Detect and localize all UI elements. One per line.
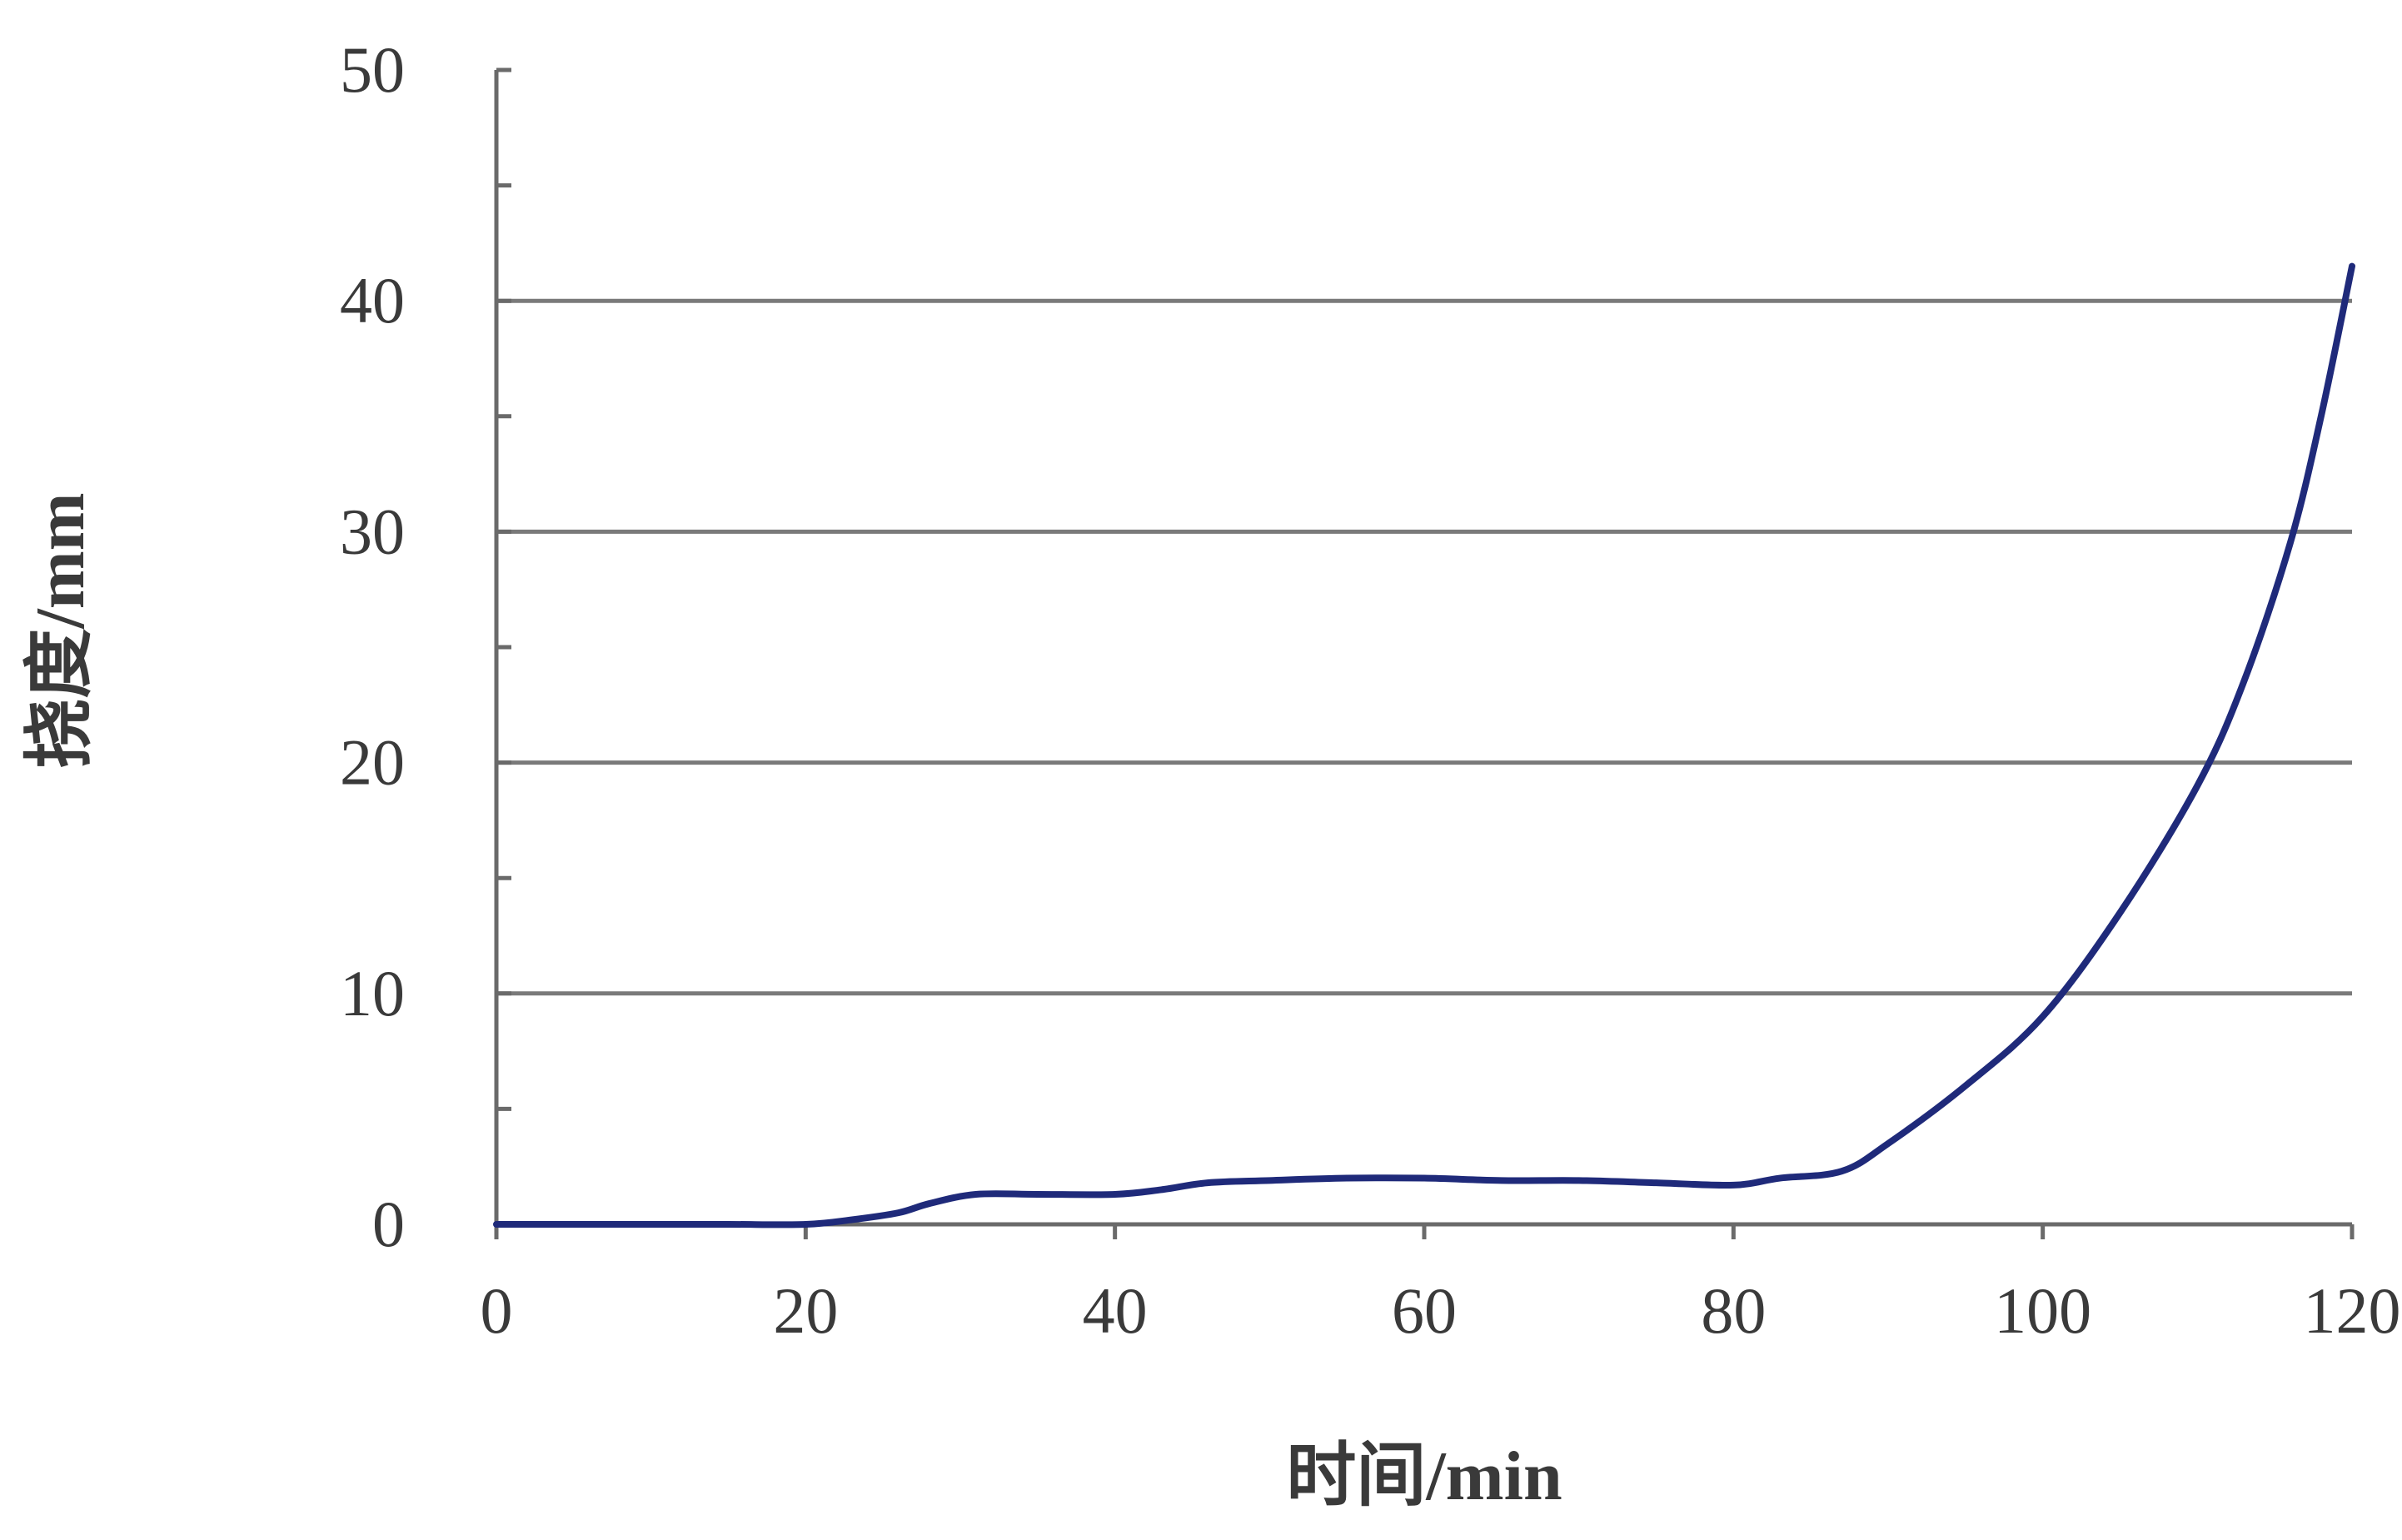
series-line-0 bbox=[493, 262, 2355, 1229]
series-layer bbox=[493, 262, 2355, 1229]
tick-labels: 0 10 20 30 40 50 0 20 40 60 80 100 120 bbox=[340, 33, 2401, 1347]
x-tick-label: 120 bbox=[2304, 1274, 2401, 1347]
y-tick-label: 30 bbox=[340, 495, 405, 567]
x-tick-label: 20 bbox=[773, 1274, 838, 1347]
y-tick-label: 20 bbox=[340, 726, 405, 799]
x-tick-label: 100 bbox=[1994, 1274, 2091, 1347]
y-tick-label: 50 bbox=[340, 33, 405, 106]
x-tick-label: 60 bbox=[1392, 1274, 1457, 1347]
y-axis-label: 挠度/mm bbox=[22, 492, 99, 768]
x-tick-label: 0 bbox=[481, 1274, 513, 1347]
axes bbox=[494, 67, 2355, 1239]
grid-layer bbox=[496, 298, 2352, 996]
y-tick-label: 10 bbox=[340, 957, 405, 1029]
x-tick-label: 80 bbox=[1701, 1274, 1766, 1347]
x-tick-label: 40 bbox=[1083, 1274, 1148, 1347]
y-tick-label: 0 bbox=[372, 1188, 405, 1260]
x-axis-label: 时间/min bbox=[1286, 1438, 1562, 1515]
y-tick-label: 40 bbox=[340, 264, 405, 336]
